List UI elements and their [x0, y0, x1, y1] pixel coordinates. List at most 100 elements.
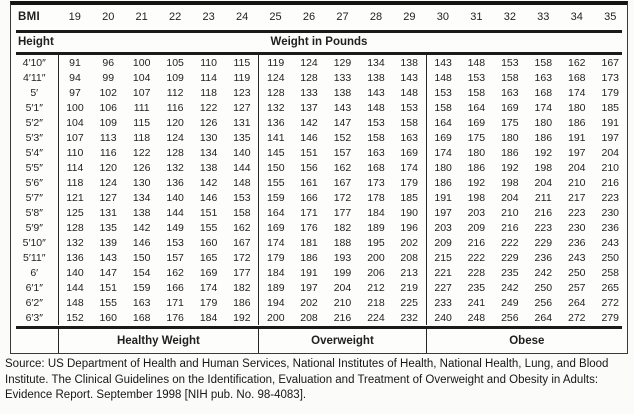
weight-cell: 163 — [501, 86, 519, 99]
bmi-column-header: 22 — [169, 11, 182, 23]
weight-cell: 96 — [102, 56, 115, 69]
weight-cell: 189 — [267, 281, 285, 294]
table-header-section: BMI 19 20 21 22 23 24 25 26 27 28 29 30 31 32 33 34 35 H… — [11, 5, 627, 55]
weight-cell: 116 — [99, 146, 117, 159]
bmi-column-header: 33 — [537, 11, 550, 23]
height-cell: 5′4″ — [11, 145, 59, 160]
weight-cell: 100 — [66, 101, 84, 114]
weight-cell: 188 — [333, 236, 352, 249]
thick-rule — [16, 325, 622, 329]
weight-cell: 134 — [199, 146, 218, 159]
weight-cell: 174 — [392, 160, 427, 175]
weight-cell: 138 — [333, 86, 352, 99]
weight-cell: 235 — [467, 281, 486, 294]
weight-cell: 185 — [392, 190, 427, 205]
weight-cell: 191 — [568, 131, 586, 144]
weight-cell: 152 — [333, 131, 352, 144]
weight-cell: 130 — [132, 176, 151, 189]
weight-cell: 167 — [601, 56, 620, 69]
weight-cell: 94 — [69, 71, 81, 84]
weight-cell: 184 — [199, 311, 218, 324]
weight-cell: 142 — [199, 176, 218, 189]
weight-cell: 162 — [225, 220, 260, 235]
weight-cell: 186 — [434, 176, 452, 189]
weight-cell: 256 — [501, 311, 519, 324]
weight-cell: 155 — [99, 296, 117, 309]
weight-cell: 127 — [99, 191, 117, 204]
weight-cell: 107 — [66, 131, 84, 144]
weight-cell: 168 — [534, 86, 553, 99]
weight-cell: 91 — [69, 56, 81, 69]
weight-cell: 158 — [501, 71, 519, 84]
weight-cell: 148 — [225, 175, 260, 190]
weight-cell: 147 — [333, 116, 352, 129]
weight-cell: 272 — [568, 311, 586, 324]
weight-cell: 240 — [434, 311, 452, 324]
weight-cell: 171 — [166, 296, 184, 309]
weight-cell: 242 — [534, 266, 553, 279]
weight-cell: 194 — [267, 296, 285, 309]
weight-cell: 142 — [300, 116, 318, 129]
weight-cell: 241 — [467, 296, 486, 309]
weight-cell: 180 — [568, 101, 586, 114]
table-footer-section: Healthy Weight Overweight Obese — [11, 325, 627, 353]
weight-cell: 236 — [601, 221, 620, 234]
weight-cell: 210 — [568, 176, 586, 189]
table-row: 6′2″ 148 155 163 171 179 186 194 202 210 218 225 233… — [11, 295, 627, 310]
weight-cell: 180 — [501, 131, 519, 144]
weight-cell: 150 — [267, 161, 285, 174]
weight-cell: 146 — [199, 191, 218, 204]
weight-cell: 204 — [601, 146, 620, 159]
weight-cell: 250 — [534, 281, 553, 294]
weight-cell: 222 — [501, 236, 519, 249]
weight-cell: 149 — [166, 221, 184, 234]
bmi-header-row: BMI 19 20 21 22 23 24 25 26 27 28 29 30 31 32 33 34 35 — [11, 5, 627, 29]
divider-rule — [11, 29, 627, 33]
weight-cell: 143 — [434, 56, 452, 69]
bmi-column-header: 32 — [503, 11, 516, 23]
weight-cell: 197 — [568, 146, 586, 159]
weight-cell: 142 — [132, 221, 151, 234]
weight-cell: 143 — [333, 101, 352, 114]
thick-rule — [16, 51, 622, 55]
weight-cell: 148 — [392, 85, 427, 100]
weight-cell: 229 — [501, 251, 519, 264]
weight-cell: 119 — [225, 70, 260, 85]
weight-cell: 178 — [367, 191, 385, 204]
weight-cell: 132 — [267, 101, 285, 114]
weight-cell: 173 — [601, 71, 620, 84]
bmi-table-body: 4′10″ 91 96 100 105 110 115 119 124 129 134 138 143 1… — [11, 55, 627, 325]
bmi-column-header: 24 — [235, 11, 249, 23]
weight-cell: 174 — [199, 281, 218, 294]
weight-cell: 174 — [568, 86, 586, 99]
weight-cell: 124 — [99, 176, 117, 189]
weight-cell: 202 — [300, 296, 318, 309]
bmi-column-header: 25 — [269, 11, 282, 23]
weight-cell: 148 — [467, 56, 486, 69]
weight-cell: 166 — [300, 191, 318, 204]
weight-cell: 264 — [534, 311, 553, 324]
weight-cell: 152 — [66, 311, 84, 324]
weight-cell: 144 — [66, 281, 84, 294]
weight-cell: 116 — [166, 101, 184, 114]
weight-cell: 199 — [333, 266, 352, 279]
thick-rule — [16, 29, 622, 33]
height-cell: 4′10″ — [11, 55, 59, 70]
weight-cell: 114 — [66, 161, 84, 174]
weight-cell: 163 — [132, 296, 151, 309]
weight-cell: 164 — [434, 116, 452, 129]
weight-cell: 191 — [300, 266, 318, 279]
weight-cell: 249 — [501, 296, 519, 309]
weight-cell: 175 — [467, 131, 486, 144]
weight-cell: 221 — [434, 266, 452, 279]
weight-cell: 109 — [166, 71, 184, 84]
weight-cell: 185 — [601, 101, 620, 114]
table-row: 5′5″ 114 120 126 132 138 144 150 156 162 168 174 180… — [11, 160, 627, 175]
weight-cell: 174 — [267, 236, 285, 249]
weight-cell: 133 — [333, 71, 352, 84]
weight-cell: 198 — [501, 176, 519, 189]
weight-cell: 232 — [392, 310, 427, 325]
weight-cell: 236 — [568, 236, 586, 249]
weight-cell: 197 — [601, 131, 620, 144]
weight-cell: 148 — [434, 71, 452, 84]
